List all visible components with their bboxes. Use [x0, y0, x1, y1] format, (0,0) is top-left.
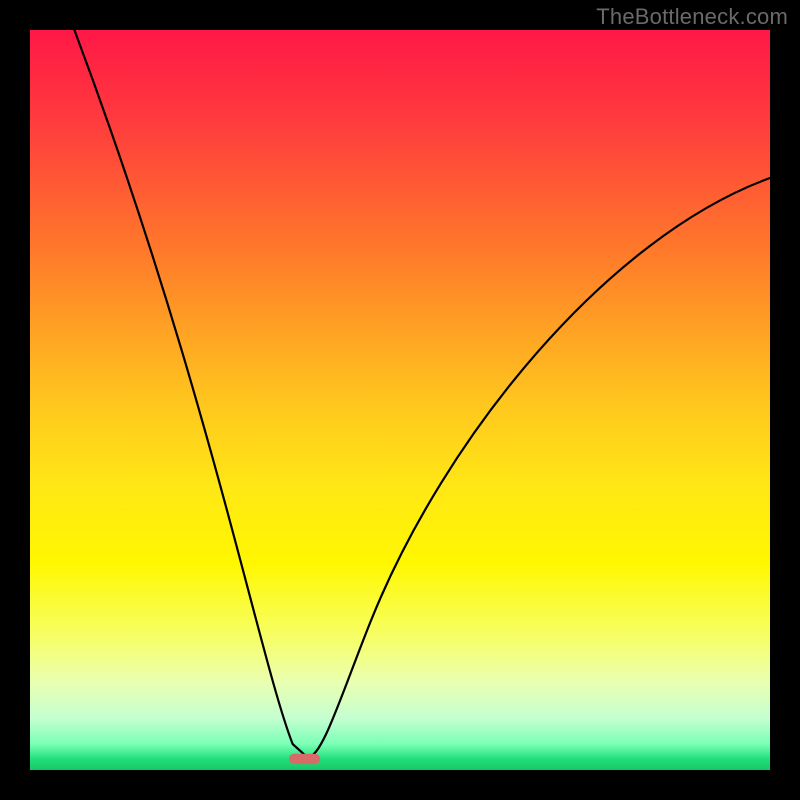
chart-frame: TheBottleneck.com: [0, 0, 800, 800]
bottleneck-chart: [0, 0, 800, 800]
min-marker: [289, 754, 320, 764]
watermark-text: TheBottleneck.com: [596, 4, 788, 30]
